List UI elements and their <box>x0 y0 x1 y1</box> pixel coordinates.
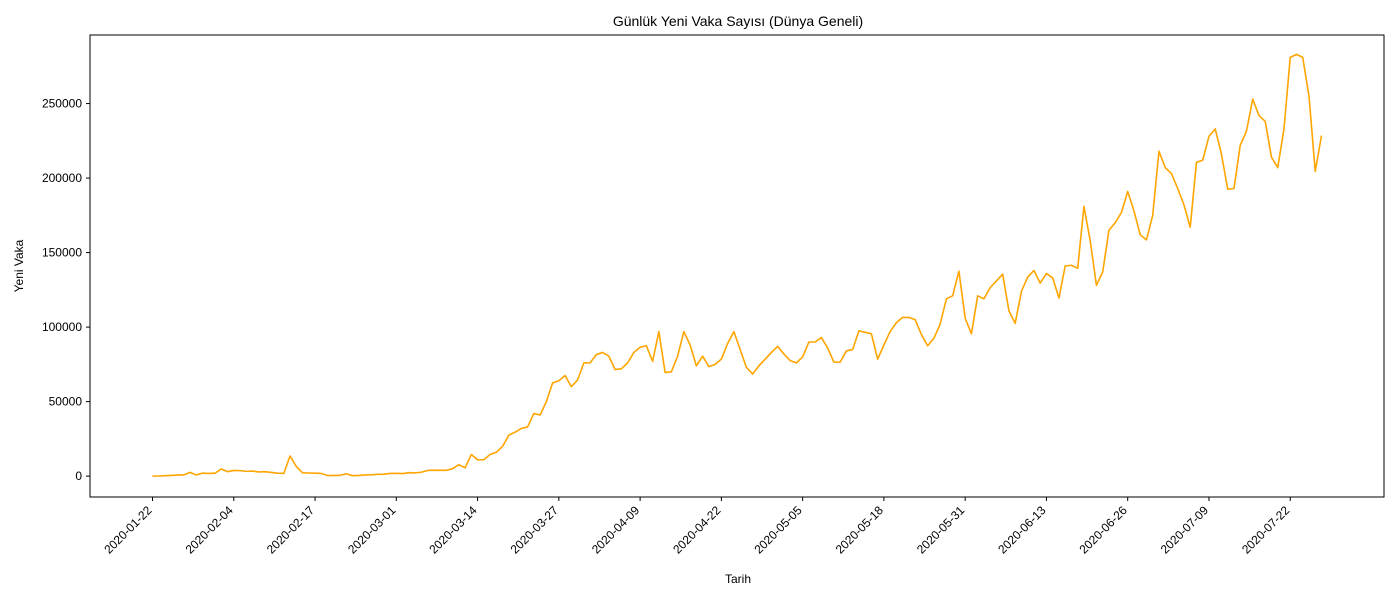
y-tick-label: 150000 <box>42 246 82 260</box>
x-tick-label: 2020-03-27 <box>508 503 562 557</box>
x-tick-label: 2020-01-22 <box>101 503 155 557</box>
y-tick-label: 50000 <box>49 395 83 409</box>
x-tick-label: 2020-02-17 <box>264 503 318 557</box>
x-axis: 2020-01-22 2020-02-04 2020-02-17 2020-03-01… <box>101 497 1293 557</box>
x-tick-label: 2020-03-14 <box>426 503 480 557</box>
y-axis-label: Yeni Vaka <box>12 239 26 292</box>
series-layer <box>152 53 1323 477</box>
x-tick-label: 2020-06-13 <box>995 503 1049 557</box>
y-tick-label: 0 <box>75 469 82 483</box>
x-tick-label: 2020-03-01 <box>345 503 399 557</box>
x-tick-label: 2020-07-09 <box>1158 503 1212 557</box>
plot-area <box>89 34 1385 498</box>
chart-title: Günlük Yeni Vaka Sayısı (Dünya Geneli) <box>613 13 863 29</box>
x-tick-label: 2020-02-04 <box>183 503 237 557</box>
series-line <box>152 53 1323 477</box>
x-tick-label: 2020-05-18 <box>833 503 887 557</box>
y-axis: 0 50000 100000 150000 200000 250000 <box>42 97 90 483</box>
x-tick-label: 2020-05-05 <box>751 503 805 557</box>
x-tick-label: 2020-06-26 <box>1077 503 1131 557</box>
x-tick-label: 2020-05-31 <box>914 503 968 557</box>
x-tick-label: 2020-07-22 <box>1239 503 1293 557</box>
x-tick-label: 2020-04-09 <box>589 503 643 557</box>
y-tick-label: 100000 <box>42 320 82 334</box>
y-tick-label: 200000 <box>42 171 82 185</box>
y-tick-label: 250000 <box>42 97 82 111</box>
x-axis-label: Tarih <box>725 572 751 586</box>
x-tick-label: 2020-04-22 <box>670 503 724 557</box>
